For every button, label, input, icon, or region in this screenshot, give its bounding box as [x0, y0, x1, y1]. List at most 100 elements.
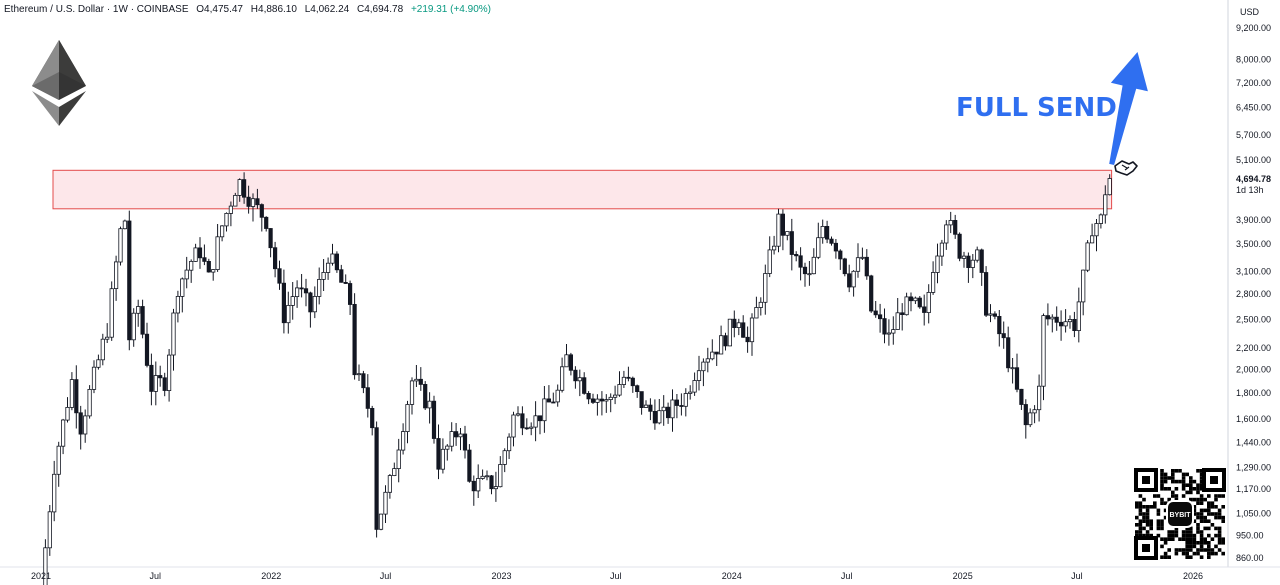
- candle: [780, 209, 786, 251]
- candle: [334, 251, 340, 273]
- candle-body: [515, 413, 521, 416]
- qr-code[interactable]: BYBIT: [1134, 468, 1226, 560]
- qr-module: [1174, 526, 1179, 531]
- candle: [162, 372, 167, 397]
- qr-module: [1192, 537, 1197, 541]
- x-tick-label: Jul: [380, 571, 392, 581]
- candle-body: [445, 445, 450, 450]
- candle-body: [277, 268, 282, 284]
- candle: [551, 392, 556, 404]
- candle: [741, 315, 746, 338]
- candle-body: [882, 318, 887, 335]
- candle: [1072, 311, 1077, 338]
- qr-module: [1160, 479, 1164, 484]
- candle: [83, 409, 88, 443]
- candle-body: [250, 198, 256, 207]
- candle-body: [895, 312, 900, 330]
- candle-body: [427, 400, 432, 409]
- candle-body: [780, 213, 786, 236]
- candle: [683, 388, 688, 417]
- candle-body: [621, 376, 627, 385]
- candle: [343, 274, 348, 284]
- candle: [122, 219, 127, 230]
- qr-module: [1203, 497, 1207, 502]
- candle: [745, 326, 750, 353]
- candle: [109, 281, 114, 341]
- qr-module: [1174, 494, 1179, 498]
- candle-body: [732, 318, 737, 329]
- candle: [701, 358, 706, 387]
- candle-body: [325, 262, 331, 273]
- candle: [175, 290, 180, 323]
- candle-body: [767, 249, 772, 274]
- qr-module: [1163, 551, 1168, 556]
- symbol-label: Ethereum / U.S. Dollar · 1W · COINBASE: [4, 4, 189, 15]
- candle-body: [294, 287, 300, 297]
- qr-module: [1210, 523, 1215, 527]
- candle: [268, 228, 273, 258]
- candle-body: [688, 391, 693, 394]
- candle: [144, 322, 150, 368]
- y-tick-label: 3,100.00: [1236, 266, 1271, 276]
- qr-module: [1135, 533, 1139, 538]
- candle: [392, 462, 397, 477]
- candle: [838, 249, 843, 270]
- qr-module: [1221, 551, 1225, 556]
- candle-body: [935, 255, 940, 273]
- candle: [533, 401, 538, 442]
- qr-module: [1207, 526, 1211, 531]
- candle-body: [78, 412, 83, 435]
- qr-module: [1192, 497, 1197, 502]
- candle: [131, 308, 136, 347]
- candle-body: [811, 256, 816, 275]
- candle: [546, 385, 552, 403]
- qr-module: [1199, 515, 1204, 520]
- candle-body: [723, 335, 728, 347]
- candle-body: [992, 313, 998, 317]
- candle: [635, 384, 640, 398]
- y-tick-label: 1,600.00: [1236, 414, 1271, 424]
- candle-body: [458, 433, 463, 438]
- qr-module: [1189, 487, 1193, 491]
- candle: [917, 296, 922, 309]
- candle-body: [555, 389, 560, 403]
- qr-module: [1135, 505, 1139, 509]
- qr-module: [1199, 472, 1204, 477]
- qr-module: [1199, 530, 1204, 534]
- candle: [966, 252, 971, 283]
- qr-module: [1160, 497, 1164, 502]
- candle: [882, 308, 887, 344]
- qr-module: [1153, 501, 1157, 505]
- qr-module: [1181, 483, 1186, 487]
- qr-module: [1217, 508, 1222, 513]
- qr-module: [1221, 541, 1225, 545]
- candle: [330, 243, 335, 266]
- candle-body: [763, 273, 768, 303]
- qr-module: [1160, 537, 1164, 541]
- qr-module: [1171, 530, 1175, 534]
- qr-module: [1138, 526, 1143, 531]
- qr-module: [1210, 537, 1215, 541]
- candle-body: [303, 288, 309, 294]
- qr-module: [1171, 490, 1175, 495]
- x-tick-label: Jul: [1071, 571, 1083, 581]
- candle-body: [493, 486, 499, 490]
- candle: [714, 351, 719, 366]
- candle-body: [370, 407, 375, 429]
- candle: [211, 269, 216, 281]
- qr-module: [1142, 533, 1146, 538]
- candle-body: [268, 228, 273, 249]
- qr-module: [1207, 494, 1211, 498]
- candle: [935, 243, 940, 284]
- candle-body: [802, 266, 808, 275]
- qr-module: [1203, 515, 1207, 520]
- qr-module: [1156, 512, 1161, 516]
- candle-body: [131, 312, 136, 341]
- candle-body: [1010, 367, 1015, 370]
- candle-body: [114, 261, 119, 289]
- qr-module: [1145, 519, 1150, 523]
- candle: [43, 539, 48, 585]
- qr-module: [1189, 537, 1193, 541]
- qr-module: [1199, 512, 1204, 516]
